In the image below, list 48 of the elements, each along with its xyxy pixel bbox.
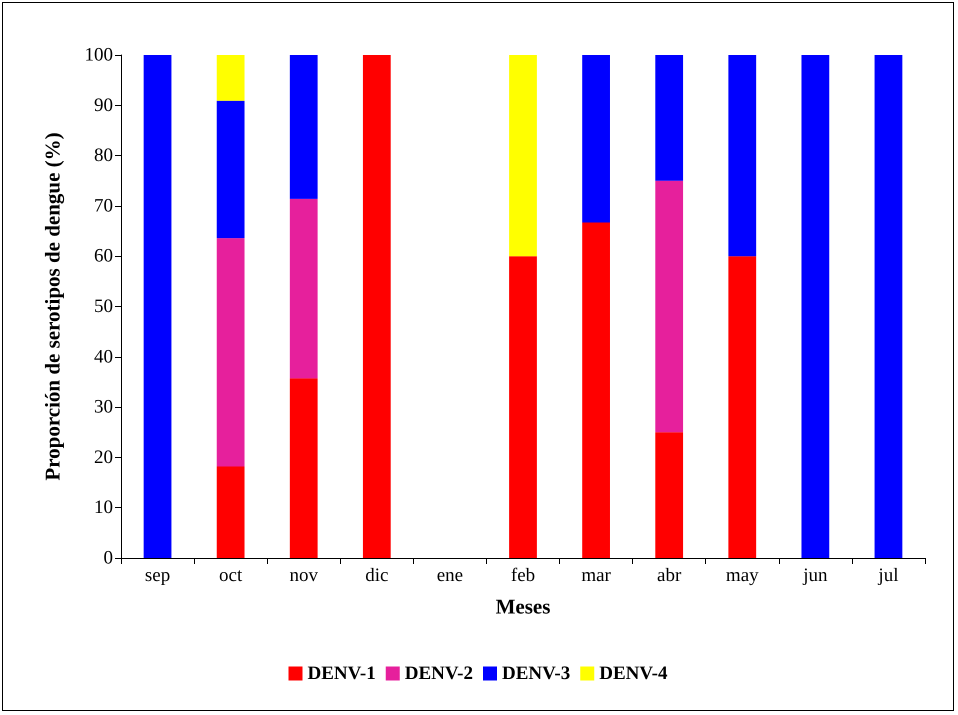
y-tick-label: 50 bbox=[94, 296, 113, 317]
y-tick-label: 30 bbox=[94, 396, 113, 418]
legend-label: DENV-4 bbox=[599, 663, 668, 684]
y-tick-label: 60 bbox=[94, 246, 113, 267]
y-tick-label: 20 bbox=[94, 446, 113, 468]
bar bbox=[582, 55, 610, 222]
x-tick-label: ene bbox=[436, 565, 464, 586]
bar bbox=[290, 198, 318, 378]
bar bbox=[728, 256, 756, 558]
bar bbox=[582, 222, 610, 558]
y-tick-label: 80 bbox=[94, 145, 113, 166]
x-tick-label: jun bbox=[802, 565, 828, 586]
bar bbox=[216, 55, 245, 101]
bar bbox=[874, 55, 902, 558]
bar bbox=[655, 55, 684, 181]
bar bbox=[216, 466, 245, 558]
x-tick-label: sep bbox=[144, 565, 170, 586]
x-tick-label: dic bbox=[365, 565, 388, 586]
bar bbox=[801, 55, 830, 558]
bar bbox=[290, 55, 318, 199]
x-tick-label: jul bbox=[877, 565, 898, 586]
bar bbox=[655, 432, 684, 558]
x-tick-label: mar bbox=[581, 565, 612, 586]
bar bbox=[144, 55, 172, 558]
bar bbox=[509, 55, 537, 256]
x-tick-label: oct bbox=[219, 565, 243, 586]
y-tick-label: 10 bbox=[94, 497, 113, 518]
bar bbox=[216, 238, 245, 466]
legend-label: DENV-2 bbox=[404, 663, 474, 684]
bar bbox=[216, 100, 245, 238]
y-axis-title: Proporción de serotipos de dengue (%) bbox=[40, 132, 64, 481]
y-tick-label: 90 bbox=[94, 94, 113, 116]
bar bbox=[362, 55, 391, 558]
x-tick-label: abr bbox=[657, 565, 682, 586]
y-tick-label: 0 bbox=[104, 548, 113, 568]
x-tick-label: may bbox=[726, 565, 760, 586]
x-tick-label: feb bbox=[510, 565, 536, 586]
x-tick-label: nov bbox=[289, 565, 318, 586]
y-tick-label: 70 bbox=[94, 195, 113, 216]
bar bbox=[290, 378, 318, 558]
legend-label: DENV-1 bbox=[307, 663, 376, 684]
y-tick-label: 100 bbox=[84, 44, 113, 66]
bar bbox=[509, 256, 537, 558]
bar bbox=[728, 55, 756, 256]
bar bbox=[655, 180, 684, 432]
x-axis-title: Meses bbox=[496, 594, 550, 618]
legend-label: DENV-3 bbox=[502, 663, 570, 684]
y-tick-label: 40 bbox=[94, 346, 113, 368]
